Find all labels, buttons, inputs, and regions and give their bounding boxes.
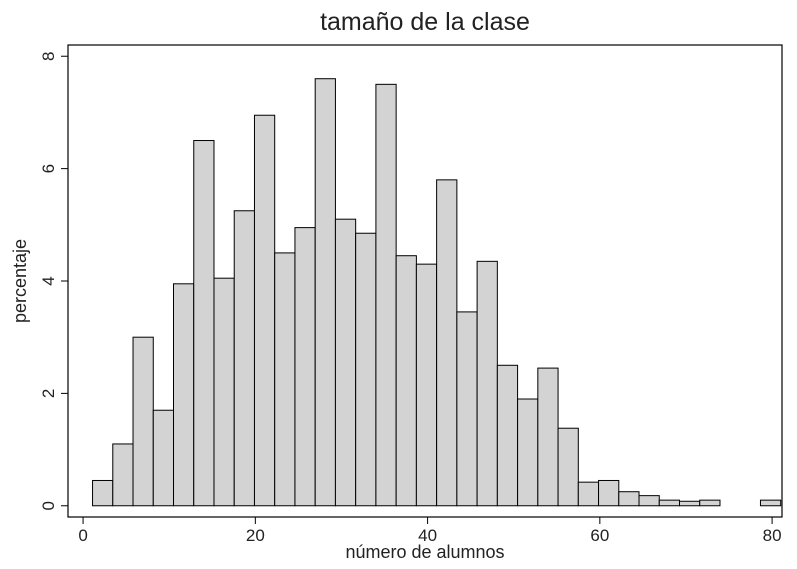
y-tick-label: 6 [39,164,58,173]
y-axis-label: percentaje [10,239,30,323]
bar [658,499,681,507]
y-tick-label: 8 [39,52,58,61]
x-tick-label: 0 [78,526,87,545]
bar [537,367,559,507]
bar [496,364,519,507]
bar [173,283,195,507]
bar [274,252,296,507]
chart-title: tamaño de la clase [320,8,530,36]
bar [476,260,498,507]
x-tick-label: 40 [418,526,437,545]
bar [294,227,316,507]
y-tick-label: 2 [39,389,58,398]
bar [193,140,215,507]
bar [436,179,458,507]
bar [415,263,438,507]
bar [233,210,255,507]
bar [314,78,336,507]
bar [375,83,397,507]
bar [395,255,417,507]
bar [112,443,134,507]
x-tick-label: 20 [246,526,265,545]
bar [152,409,175,507]
x-tick-label: 60 [590,526,609,545]
bar [577,481,600,507]
bar [253,114,276,507]
y-tick-label: 4 [39,276,58,285]
bar [334,218,357,507]
bar [679,500,701,507]
bar [598,479,620,507]
x-axis-label: número de alumnos [345,542,504,562]
bar [699,499,721,507]
bar [517,398,539,507]
bar [759,499,782,507]
y-tick-label: 0 [39,501,58,510]
bar [618,491,640,507]
bar [456,311,478,507]
bar [638,495,660,507]
x-tick-label: 80 [763,526,782,545]
bar [213,277,235,507]
bar [355,232,377,507]
bar [557,427,579,507]
bar [92,479,114,507]
bar [132,336,154,507]
